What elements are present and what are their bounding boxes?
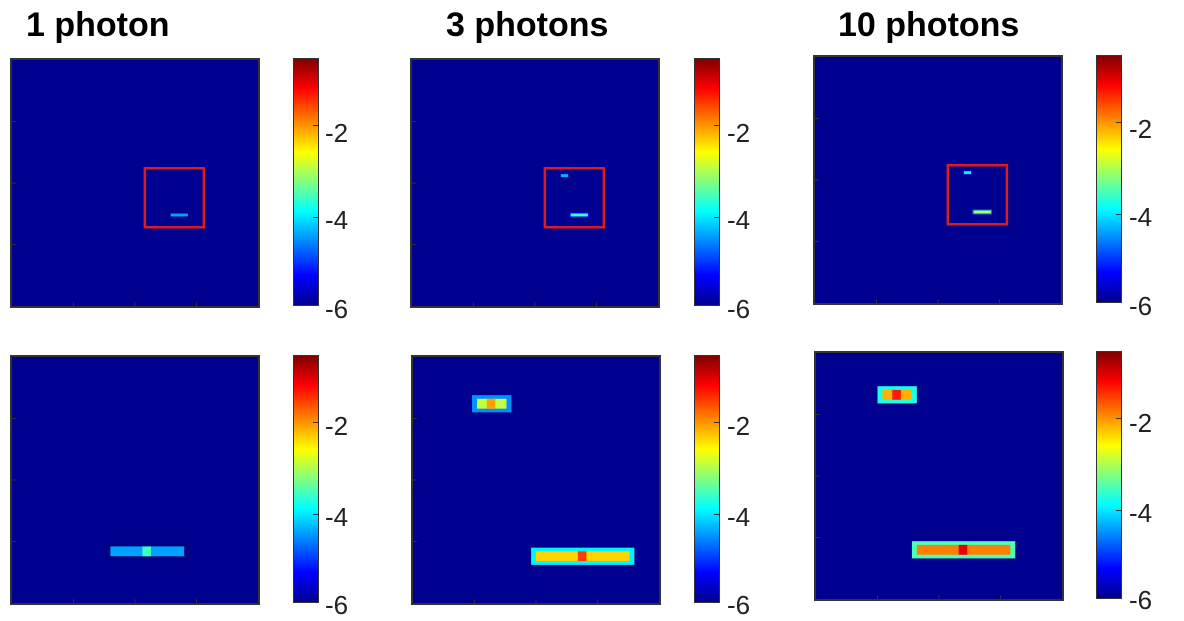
heatmap-full-1photon-hotspot-0 [170, 213, 188, 217]
heatmap-full-1photon-plot [12, 121, 206, 306]
colorbar-5-tickmark-2 [714, 601, 719, 603]
colorbar-3-tick-6: -6 [1129, 291, 1153, 321]
colorbar-1-tick-4: -4 [325, 205, 349, 235]
colorbar-1-tickmark-2 [313, 304, 318, 306]
heatmap-zoom-10photons [814, 351, 1064, 601]
heatmap-zoom-10photons-plot [816, 386, 1016, 599]
heatmap-full-1photon [10, 58, 260, 308]
colorbar-2 [694, 58, 720, 306]
colorbar-3-tick-2: -2 [1129, 114, 1153, 144]
colorbar-2-tickmark-0 [714, 124, 719, 126]
colorbar-3-tick-4: -4 [1129, 202, 1153, 232]
heatmap-full-3photons [410, 58, 660, 308]
colorbar-5-tickmark-0 [714, 421, 719, 423]
colorbar-4-tick-2: -2 [325, 411, 349, 441]
colorbar-4-tick-4: -4 [325, 502, 349, 532]
colorbar-3 [1096, 55, 1122, 303]
colorbar-3-tickmark-2 [1116, 301, 1121, 303]
colorbar-6 [1096, 351, 1122, 599]
colorbar-1-tickmark-1 [313, 216, 318, 218]
heatmap-zoom-3photons-plot [413, 395, 635, 603]
colorbar-1-tick-2: -2 [325, 118, 349, 148]
heatmap-zoom-1photon [10, 355, 260, 605]
colorbar-2-tickmark-1 [714, 216, 719, 218]
column-title-3: 10 photons [838, 6, 1020, 44]
colorbar-4-tickmark-0 [313, 421, 318, 423]
colorbar-4-tickmark-2 [313, 601, 318, 603]
colorbar-1-tick-6: -6 [325, 294, 349, 324]
colorbar-5-tick-4: -4 [727, 502, 751, 532]
colorbar-2-tick-6: -6 [727, 294, 751, 324]
heatmap-full-3photons-plot [412, 121, 606, 306]
colorbar-6-tick-2: -2 [1129, 408, 1153, 438]
heatmap-full-3photons-roi-box [543, 167, 606, 229]
colorbar-4 [293, 355, 319, 603]
colorbar-6-tickmark-1 [1116, 509, 1121, 511]
heatmap-zoom-3photons [411, 355, 661, 605]
colorbar-5-tick-2: -2 [727, 411, 751, 441]
heatmap-full-10photons [813, 55, 1063, 305]
heatmap-full-10photons-hotspot-0 [963, 171, 972, 175]
colorbar-5 [694, 355, 720, 603]
colorbar-3-tickmark-0 [1116, 121, 1121, 123]
heatmap-full-10photons-hotspot-1 [973, 210, 991, 214]
heatmap-full-1photon-roi-box [143, 167, 206, 229]
colorbar-6-tick-4: -4 [1129, 498, 1153, 528]
heatmap-full-10photons-roi-box [946, 164, 1009, 226]
colorbar-3-tickmark-1 [1116, 213, 1121, 215]
heatmap-full-10photons-plot [815, 118, 1009, 303]
colorbar-4-tickmark-1 [313, 513, 318, 515]
colorbar-2-tick-4: -4 [727, 205, 751, 235]
colorbar-1 [293, 58, 319, 306]
colorbar-6-tick-6: -6 [1129, 585, 1153, 615]
colorbar-5-tickmark-1 [714, 513, 719, 515]
column-title-2: 3 photons [446, 6, 609, 44]
column-title-1: 1 photon [26, 6, 170, 44]
colorbar-5-tick-6: -6 [727, 590, 751, 620]
heatmap-full-3photons-hotspot-0 [560, 174, 569, 178]
heatmap-zoom-1photon-hotspot-peak-0 [142, 546, 151, 557]
heatmap-full-3photons-hotspot-1 [570, 213, 588, 217]
heatmap-zoom-1photon-plot [12, 418, 197, 603]
colorbar-6-tickmark-2 [1116, 597, 1121, 599]
heatmap-zoom-10photons-hotspot-peak-1 [958, 544, 968, 555]
colorbar-6-tickmark-0 [1116, 417, 1121, 419]
colorbar-4-tick-6: -6 [325, 590, 349, 620]
heatmap-zoom-3photons-hotspot-peak-0 [486, 398, 496, 409]
heatmap-zoom-3photons-hotspot-peak-1 [577, 551, 587, 562]
heatmap-zoom-10photons-hotspot-peak-0 [892, 389, 901, 400]
colorbar-1-tickmark-0 [313, 124, 318, 126]
colorbar-2-tickmark-2 [714, 304, 719, 306]
colorbar-2-tick-2: -2 [727, 118, 751, 148]
